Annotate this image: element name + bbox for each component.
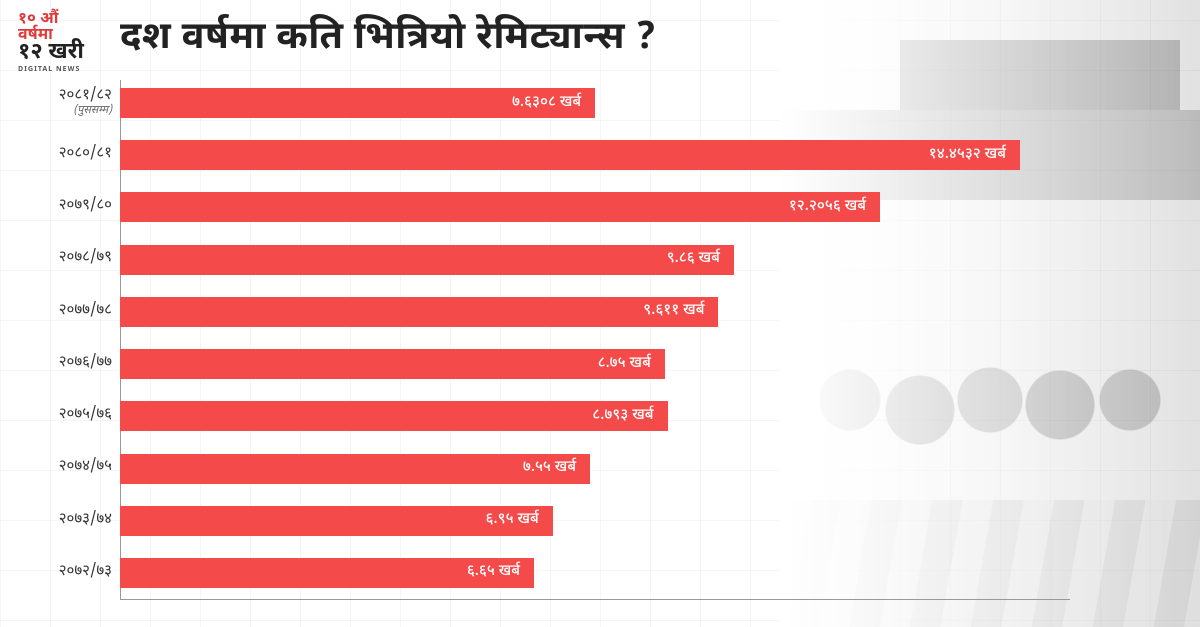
bar: ७.५५ खर्ब (120, 454, 590, 484)
bar-value-label: १४.४५३२ खर्ब (929, 146, 1006, 165)
year-sub-label: (पुससम्म) (30, 105, 112, 117)
bar-value-label: ७.६३०८ खर्ब (512, 94, 581, 113)
bar-value-label: ९.६११ खर्ब (643, 302, 704, 321)
year-label: २०७२/७३ (30, 565, 120, 582)
bar: ८.७५ खर्ब (120, 349, 665, 379)
bar-track: ८.७९३ खर्ब (120, 397, 1150, 435)
chart-title: दश वर्षमा कति भित्रियो रेमिट्यान्स ? (120, 14, 657, 64)
bar: ९.६११ खर्ब (120, 297, 718, 327)
bar-row: २०७९/८० १२.२०५६ खर्ब (30, 188, 1150, 226)
bar-row: २०७२/७३ ६.६५ खर्ब (30, 554, 1150, 592)
bar: ६.९५ खर्ब (120, 506, 553, 536)
bar: ७.६३०८ खर्ब (120, 88, 595, 118)
bar-value-label: ६.९५ खर्ब (486, 511, 539, 530)
bar-row: २०७८/७९ ९.८६ खर्ब (30, 241, 1150, 279)
bar-row: २०७३/७४ ६.९५ खर्ब (30, 502, 1150, 540)
bar-value-label: ७.५५ खर्ब (523, 459, 576, 478)
bar-track: ८.७५ खर्ब (120, 345, 1150, 383)
bar-rows-container: २०८१/८२(पुससम्म) ७.६३०८ खर्ब २०८०/८१ १४.४५३… (30, 84, 1150, 592)
bar-value-label: ८.७५ खर्ब (598, 355, 651, 374)
bar-track: ६.६५ खर्ब (120, 554, 1150, 592)
bar-track: १२.२०५६ खर्ब (120, 188, 1150, 226)
year-label: २०७८/७९ (30, 251, 120, 268)
x-axis-line (120, 599, 1070, 600)
bar-value-label: ९.८६ खर्ब (667, 250, 720, 269)
bar: १२.२०५६ खर्ब (120, 192, 880, 222)
bar-track: १४.४५३२ खर्ब (120, 136, 1150, 174)
year-label: २०८०/८१ (30, 147, 120, 164)
year-label: २०७३/७४ (30, 513, 120, 530)
bar: १४.४५३२ खर्ब (120, 140, 1020, 170)
bar: ६.६५ खर्ब (120, 558, 534, 588)
logo-line3: DIGITAL NEWS (18, 66, 88, 73)
year-label: २०७९/८० (30, 199, 120, 216)
year-label: २०७५/७६ (30, 408, 120, 425)
year-label: २०७६/७७ (30, 356, 120, 373)
bar-row: २०७६/७७ ८.७५ खर्ब (30, 345, 1150, 383)
bar-row: २०८०/८१ १४.४५३२ खर्ब (30, 136, 1150, 174)
bar-row: २०८१/८२(पुससम्म) ७.६३०८ खर्ब (30, 84, 1150, 122)
bar-track: ९.८६ खर्ब (120, 241, 1150, 279)
bar-row: २०७५/७६ ८.७९३ खर्ब (30, 397, 1150, 435)
infographic-canvas: १० औं वर्षमा १२ खरी DIGITAL NEWS दश वर्ष… (0, 0, 1200, 627)
bar-value-label: ६.६५ खर्ब (467, 563, 520, 582)
bar-value-label: १२.२०५६ खर्ब (789, 198, 866, 217)
bar: ८.७९३ खर्ब (120, 401, 668, 431)
year-label: २०७७/७८ (30, 304, 120, 321)
bar-track: ७.६३०८ खर्ब (120, 84, 1150, 122)
remittance-bar-chart: २०८१/८२(पुससम्म) ७.६३०८ खर्ब २०८०/८१ १४.४५३… (30, 80, 1150, 600)
bar-row: २०७७/७८ ९.६११ खर्ब (30, 293, 1150, 331)
bar-track: ६.९५ खर्ब (120, 502, 1150, 540)
logo-line2: १२ खरी (18, 42, 88, 64)
publisher-logo: १० औं वर्षमा १२ खरी DIGITAL NEWS (18, 12, 88, 73)
bar-value-label: ८.७९३ खर्ब (592, 407, 653, 426)
year-label: २०८१/८२(पुससम्म) (30, 89, 120, 118)
bar-track: ९.६११ खर्ब (120, 293, 1150, 331)
bar-row: २०७४/७५ ७.५५ खर्ब (30, 450, 1150, 488)
bar: ९.८६ खर्ब (120, 245, 734, 275)
year-label: २०७४/७५ (30, 460, 120, 477)
bar-track: ७.५५ खर्ब (120, 450, 1150, 488)
